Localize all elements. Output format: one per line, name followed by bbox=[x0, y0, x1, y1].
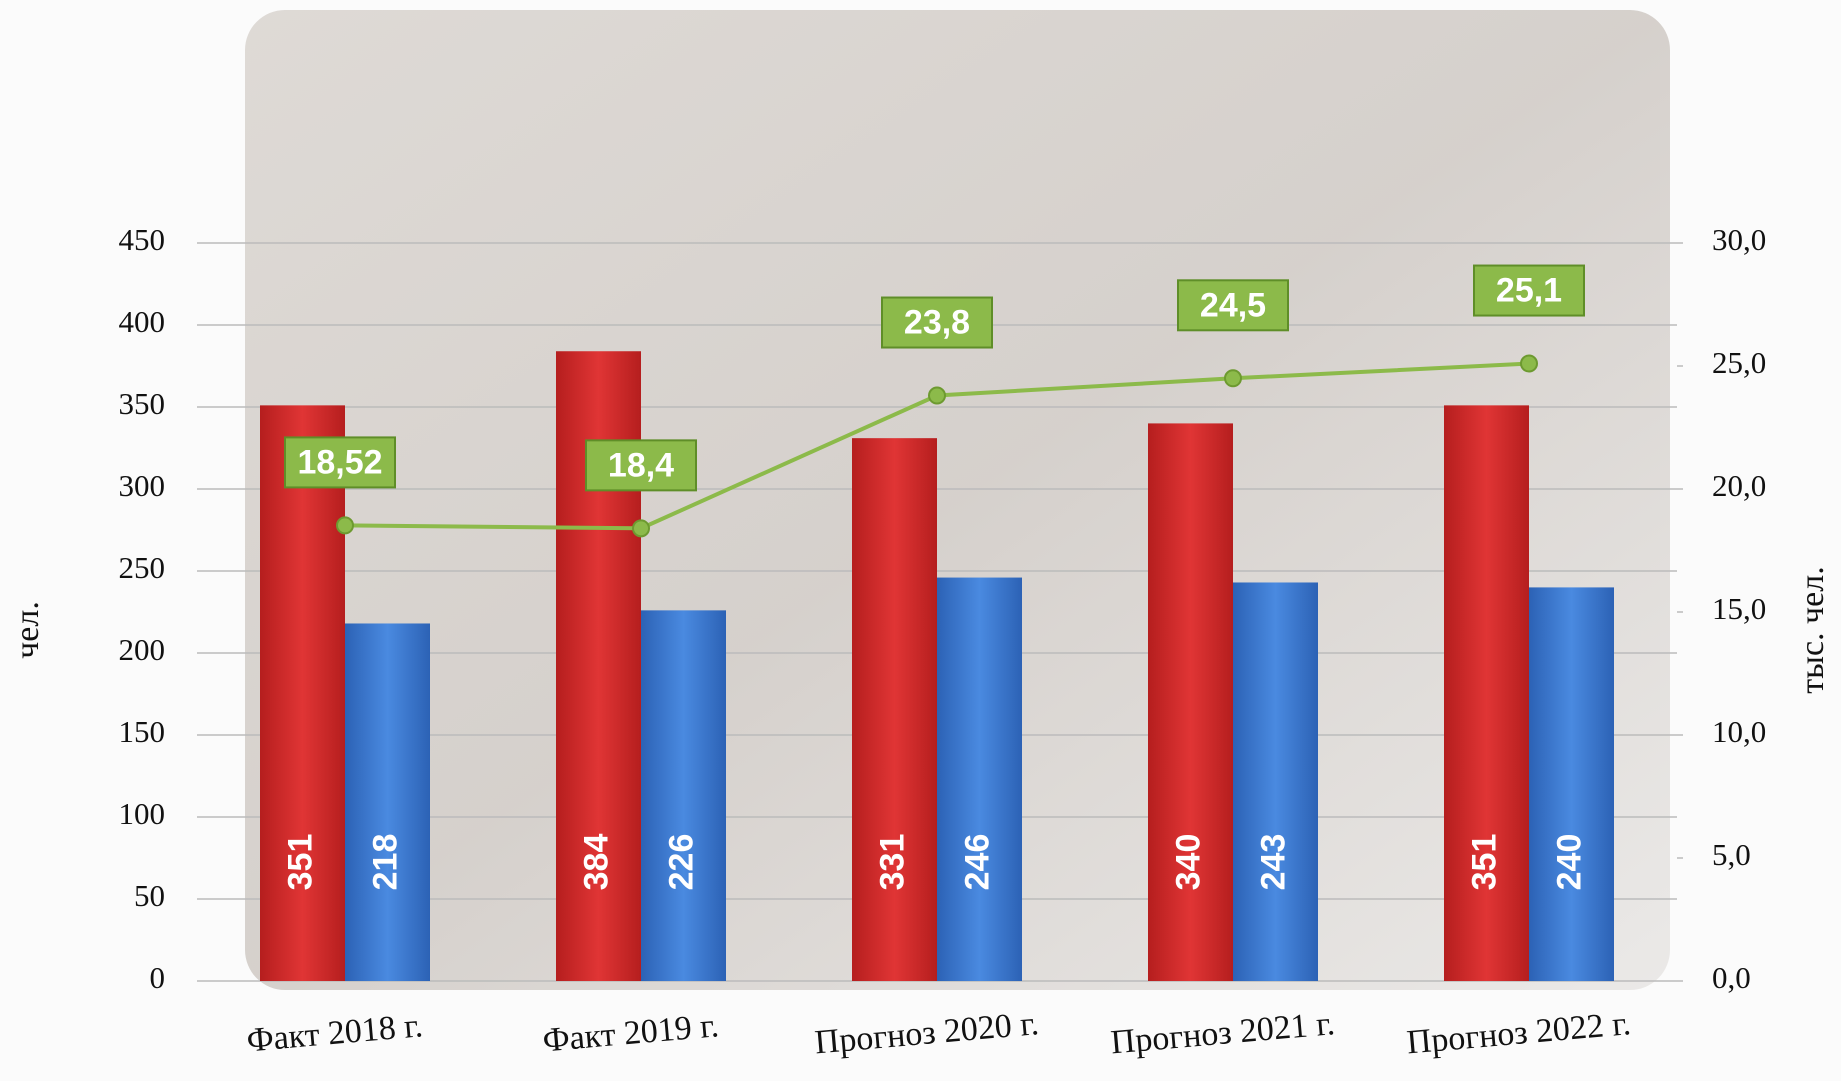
bar-value-label: 351 bbox=[281, 834, 319, 891]
bar bbox=[641, 610, 726, 981]
value-label: 18,52 bbox=[297, 443, 382, 481]
y-tick-label: 200 bbox=[119, 632, 166, 667]
value-label: 18,4 bbox=[608, 446, 674, 484]
line-point bbox=[1224, 369, 1242, 388]
y2-tick-label: 30,0 bbox=[1712, 222, 1766, 257]
bar-value-label: 240 bbox=[1550, 834, 1588, 891]
y2-tick-label: 5,0 bbox=[1712, 837, 1751, 872]
value-label: 23,8 bbox=[904, 304, 970, 342]
bar-value-label: 351 bbox=[1465, 834, 1503, 891]
y-tick-label: 400 bbox=[119, 304, 166, 339]
bar-value-label: 384 bbox=[577, 834, 615, 891]
line-point bbox=[1520, 354, 1538, 373]
bar bbox=[937, 577, 1022, 981]
bar-value-label: 331 bbox=[873, 834, 911, 891]
value-label: 25,1 bbox=[1496, 272, 1562, 310]
value-label-box bbox=[1177, 279, 1289, 332]
bar bbox=[345, 623, 430, 981]
bar bbox=[1444, 405, 1529, 981]
bar-value-label: 226 bbox=[662, 834, 700, 891]
value-label-box bbox=[881, 296, 993, 349]
bar bbox=[852, 438, 937, 981]
y-tick-label: 0 bbox=[150, 960, 166, 995]
y-tick-label: 250 bbox=[119, 550, 166, 585]
value-label: 24,5 bbox=[1200, 286, 1266, 324]
y-tick-label: 150 bbox=[119, 714, 166, 749]
line-point bbox=[928, 386, 946, 405]
value-label-box bbox=[1473, 264, 1585, 317]
bar bbox=[1529, 587, 1614, 981]
y2-tick-label: 15,0 bbox=[1712, 591, 1766, 626]
value-label-box bbox=[585, 439, 697, 492]
line-point bbox=[336, 516, 354, 535]
y-tick-label: 450 bbox=[119, 222, 166, 257]
bar-value-label: 218 bbox=[366, 834, 404, 891]
bar bbox=[260, 405, 345, 981]
y-tick-label: 350 bbox=[119, 386, 166, 421]
bar bbox=[1148, 423, 1233, 981]
bar bbox=[1233, 582, 1318, 981]
value-label-box bbox=[284, 436, 396, 489]
y-tick-label: 300 bbox=[119, 468, 166, 503]
y-axis-label: чел. bbox=[9, 601, 46, 659]
bar-value-label: 246 bbox=[958, 834, 996, 891]
line-point bbox=[632, 519, 650, 538]
y2-tick-label: 0,0 bbox=[1712, 960, 1751, 995]
bar-value-label: 340 bbox=[1169, 834, 1207, 891]
y2-axis-label: тыс. чел. bbox=[1794, 566, 1831, 693]
y-tick-label: 100 bbox=[119, 796, 166, 831]
y-tick-label: 50 bbox=[134, 878, 165, 913]
bar-value-label: 243 bbox=[1254, 834, 1292, 891]
y2-tick-label: 20,0 bbox=[1712, 468, 1766, 503]
y2-tick-label: 25,0 bbox=[1712, 345, 1766, 380]
y2-tick-label: 10,0 bbox=[1712, 714, 1766, 749]
